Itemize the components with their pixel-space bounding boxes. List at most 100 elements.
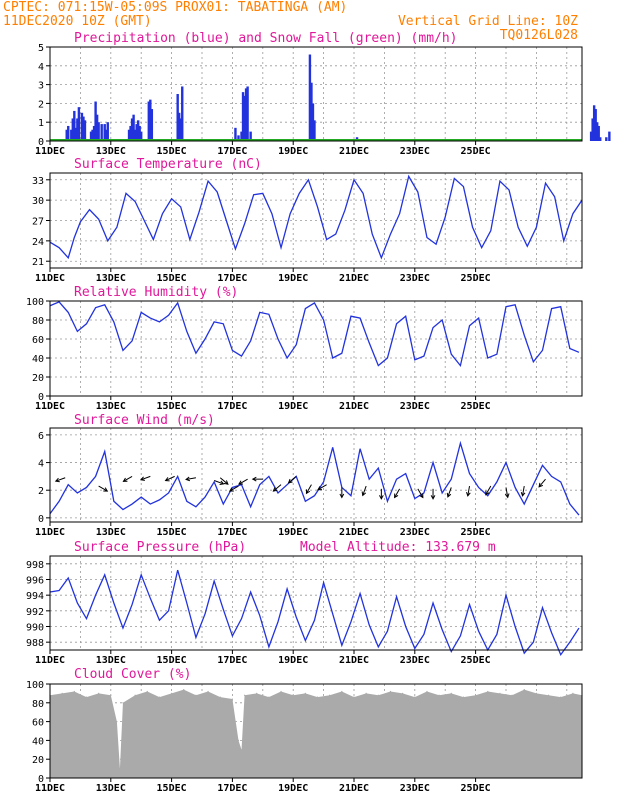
wind-vector-shaft: [140, 475, 151, 481]
wind-vector-shaft: [288, 475, 297, 484]
cloud-cover-point: [292, 694, 294, 696]
y-tick-label: 40: [32, 736, 44, 747]
y-tick-label: 992: [26, 607, 44, 618]
x-tick-label: 11DEC: [35, 273, 65, 284]
wind-vector-shaft: [165, 475, 175, 482]
y-tick-label: 2: [38, 486, 44, 497]
precipitation-bar: [178, 112, 181, 141]
wind-vector-head: [122, 477, 128, 482]
wind-vector: [339, 487, 345, 499]
precipitation-bar: [234, 127, 237, 141]
wind-vector-shaft: [394, 488, 401, 498]
cloud-cover-point: [110, 694, 112, 696]
cloud-cover-point: [237, 739, 240, 742]
precipitation-bar: [147, 101, 150, 141]
wind-vector-shaft: [229, 485, 239, 492]
x-tick-label: 25DEC: [461, 273, 491, 284]
precipitation-bar: [95, 114, 99, 141]
temperature-title: Surface Temperature (nC): [74, 157, 262, 172]
x-tick-label: 25DEC: [461, 655, 491, 666]
cloud-cover-point: [219, 696, 221, 698]
precipitation-bar: [105, 129, 108, 141]
wind-vector-head: [251, 476, 257, 482]
precipitation-bar: [240, 131, 243, 141]
wind-vector-head: [538, 482, 543, 488]
x-tick-label: 11DEC: [35, 655, 65, 666]
wind-vector-shaft: [317, 484, 327, 491]
x-tick-label: 17DEC: [217, 146, 247, 157]
precipitation-bar: [591, 118, 594, 141]
y-tick-label: 40: [32, 354, 44, 365]
cloud-cover-point: [438, 694, 440, 696]
plot-frame: [49, 427, 583, 523]
x-tick-label: 23DEC: [400, 401, 430, 412]
wind-vector-head: [394, 493, 399, 499]
y-tick-label: 30: [32, 196, 44, 207]
x-tick-label: 23DEC: [400, 655, 430, 666]
x-tick-label: 17DEC: [217, 655, 247, 666]
cloud-cover-point: [171, 692, 173, 695]
cloud-cover-point: [158, 696, 161, 698]
wind-vector-head: [185, 476, 191, 482]
wind-vector-head: [164, 477, 170, 482]
wind-vector: [164, 475, 175, 482]
y-tick-label: 60: [32, 335, 44, 346]
x-tick-label: 25DEC: [461, 146, 491, 157]
y-tick-label: 998: [26, 560, 44, 571]
precipitation-bar: [77, 107, 81, 141]
x-tick-label: 23DEC: [400, 273, 430, 284]
precipitation-bar: [599, 137, 602, 141]
cloud-cover-point: [414, 696, 416, 698]
precipitation-bar: [592, 105, 596, 141]
y-tick-label: 80: [32, 699, 44, 710]
precipitation-bar: [103, 124, 106, 141]
x-tick-label: 17DEC: [217, 273, 247, 284]
y-tick-label: 990: [26, 623, 44, 634]
y-tick-label: 33: [32, 176, 44, 187]
precipitation-bar: [71, 118, 74, 141]
wind-vector: [98, 485, 109, 492]
wind-vector: [417, 488, 424, 499]
precipitation-bar: [100, 124, 103, 141]
y-tick-label: 100: [26, 680, 44, 691]
x-tick-label: 11DEC: [35, 783, 65, 794]
y-tick-label: 4: [38, 459, 44, 470]
wind-vector: [305, 484, 312, 495]
cloud-cover-point: [243, 694, 246, 696]
humidity-title: Relative Humidity (%): [74, 285, 238, 300]
precipitation-bar: [246, 86, 249, 141]
cloud-cover-point: [316, 696, 319, 698]
precipitation-bar: [76, 118, 79, 141]
y-tick-label: 0: [38, 774, 44, 785]
wind-vector: [504, 487, 510, 499]
wind-vector-shaft: [55, 477, 66, 482]
wind-vector-shaft: [505, 487, 509, 498]
plot-frame: [49, 300, 583, 397]
precipitation-bar: [596, 122, 599, 141]
cloud-cover-point: [134, 694, 136, 696]
wind-vector-shaft: [219, 477, 229, 485]
y-tick-label: 3: [38, 81, 44, 92]
precipitation-bar: [136, 120, 140, 141]
x-tick-label: 19DEC: [278, 146, 308, 157]
precipitation-bar: [97, 122, 100, 141]
wind-vector-head: [504, 493, 510, 499]
wind-vector: [238, 478, 248, 485]
wind-vector: [379, 488, 384, 500]
cloud-cover-point: [231, 698, 233, 700]
y-tick-label: 0: [38, 392, 44, 403]
wind-vector-head: [272, 487, 278, 492]
wind-vector: [251, 476, 263, 482]
wind-vector-head: [361, 491, 367, 497]
pressure-panel: Surface Pressure (hPa) Model Altitude: 1…: [26, 540, 583, 666]
precipitation-bar: [179, 118, 182, 141]
wind-vector-head: [419, 493, 424, 499]
x-tick-label: 19DEC: [278, 273, 308, 284]
wind-vector-head: [54, 477, 60, 483]
x-tick-label: 15DEC: [157, 273, 187, 284]
wind-vector: [185, 476, 197, 482]
precipitation-bar: [94, 101, 97, 141]
plot-frame: [49, 46, 583, 142]
wind-vector-head: [317, 486, 322, 491]
header-model: TQ0126L028: [500, 28, 578, 43]
